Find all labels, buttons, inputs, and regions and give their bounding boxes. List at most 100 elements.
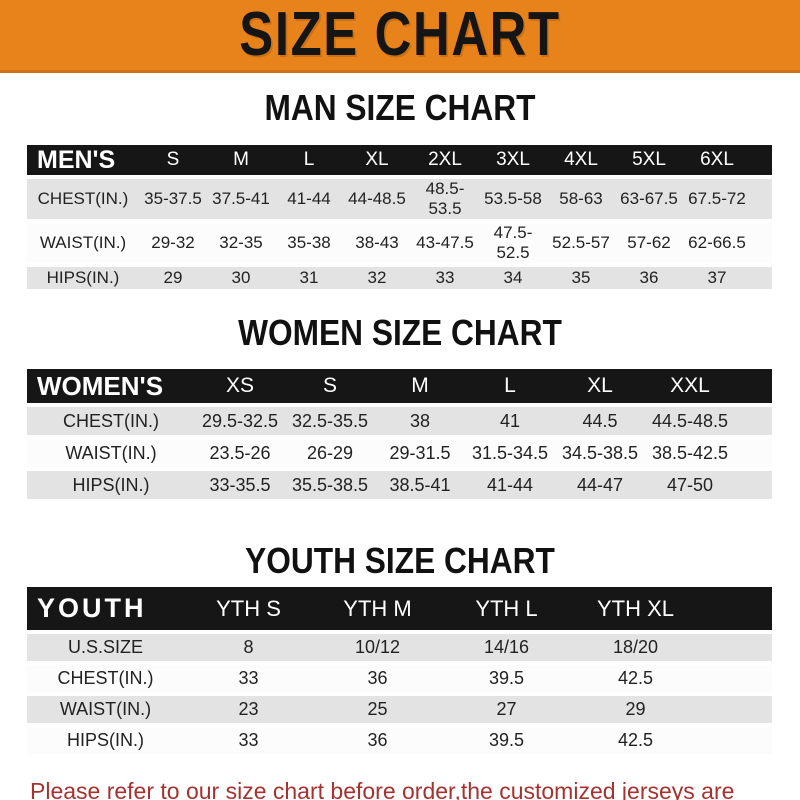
row-label: WAIST(IN.) [39,233,127,252]
cell: 35-37.5 [144,189,202,208]
cell: 41-44 [287,189,331,208]
column-header: S [285,369,375,403]
column-header: 5XL [615,145,683,175]
cell: 33 [435,268,455,287]
men-size-section: MAN SIZE CHART MEN'S S M L XL 2XL 3XL 4XL 5XL 6XL… [0,88,800,293]
cell: 32-35 [219,233,263,252]
spacer-cell [735,439,772,467]
spacer-cell [751,223,772,263]
table-body: CHEST(IN.) 29.5-32.5 32.5-35.5 38 41 44.5 44.5… [27,407,772,499]
table-row: WAIST(IN.) 23 25 27 29 [27,696,772,723]
table-row: U.S.SIZE 8 10/12 14/16 18/20 [27,634,772,661]
cell: 35-38 [287,233,331,252]
table-header: YOUTH YTH S YTH M YTH L YTH XL [27,587,772,630]
table-body: CHEST(IN.) 35-37.5 37.5-41 41-44 44-48.5 48.5… [27,179,772,289]
table-row: CHEST(IN.) 29.5-32.5 32.5-35.5 38 41 44.5 44.5… [27,407,772,435]
cell: 29 [163,268,183,287]
spacer-cell [700,696,772,723]
cell: 34.5-38.5 [561,442,639,463]
women-section-heading-text: WOMEN SIZE CHART [238,312,562,353]
order-note-line-1: Please refer to our size chart before or… [30,778,735,800]
column-header: XL [343,145,411,175]
cell: 8 [243,637,254,657]
cell: 38.5-42.5 [651,442,729,463]
column-header: 2XL [411,145,479,175]
men-section-heading-text: MAN SIZE CHART [264,87,536,128]
cell: 34 [503,268,523,287]
cell: 53.5-58 [484,189,542,208]
column-header: 6XL [683,145,751,175]
spacer-cell [751,179,772,219]
cell: 23 [238,699,259,719]
cell: 36 [367,668,388,688]
spacer-cell [735,471,772,499]
row-label: WAIST(IN.) [59,699,152,719]
spacer-cell [735,407,772,435]
table-row: HIPS(IN.) 33-35.5 35.5-38.5 38.5-41 41-44 44-… [27,471,772,499]
cell: 38 [409,410,431,431]
cell: 29-31.5 [389,442,451,463]
cell: 10/12 [354,637,401,657]
table-row: CHEST(IN.) 35-37.5 37.5-41 41-44 44-48.5 48.5… [27,179,772,219]
cell: 14/16 [483,637,530,657]
cell: 41 [499,410,521,431]
cell: 58-63 [559,189,603,208]
spacer-cell [700,587,772,630]
cell: 31 [299,268,319,287]
header-row: MEN'S S M L XL 2XL 3XL 4XL 5XL 6XL [27,145,772,175]
cell: 42.5 [617,668,654,688]
cell: 30 [231,268,251,287]
cell: 18/20 [612,637,659,657]
cell: 44.5-48.5 [651,410,729,431]
row-label: CHEST(IN.) [63,410,159,431]
row-label: CHEST(IN.) [37,189,129,208]
youth-size-section: YOUTH SIZE CHART YOUTH YTH S YTH M YTH L YTH… [0,541,800,758]
table-row: HIPS(IN.) 33 36 39.5 42.5 [27,727,772,754]
cell: 32.5-35.5 [291,410,369,431]
cell: 36 [367,730,388,750]
row-label: U.S.SIZE [67,637,143,657]
cell: 25 [367,699,388,719]
spacer-cell [735,369,772,403]
cell: 33-35.5 [209,474,271,495]
banner-title: SIZE CHART [239,0,561,69]
table-row: WAIST(IN.) 23.5-26 26-29 29-31.5 31.5-34.5 34… [27,439,772,467]
cell: 36 [639,268,659,287]
column-header: YTH XL [571,587,700,630]
cell: 26-29 [306,442,354,463]
cell: 23.5-26 [209,442,271,463]
cell: 39.5 [488,730,525,750]
spacer-cell [751,145,772,175]
youth-size-table: YOUTH YTH S YTH M YTH L YTH XL U.S.SIZE 8 10/12… [27,583,772,758]
table-body: U.S.SIZE 8 10/12 14/16 18/20 CHEST(IN.) 33 36 39… [27,634,772,754]
column-header: XL [555,369,645,403]
spacer-cell [700,634,772,661]
header-row: YOUTH YTH S YTH M YTH L YTH XL [27,587,772,630]
women-size-section: WOMEN SIZE CHART WOMEN'S XS S M L XL XXL CHEST(… [0,313,800,503]
cell: 57-62 [627,233,671,252]
column-header: YTH S [184,587,313,630]
column-header: XXL [645,369,735,403]
cell: 29 [625,699,646,719]
cell: 29.5-32.5 [201,410,279,431]
cell: 35.5-38.5 [291,474,369,495]
table-title: YOUTH [27,587,184,630]
women-size-table: WOMEN'S XS S M L XL XXL CHEST(IN.) 29.5-32.5 32.5… [27,365,772,503]
table-title: MEN'S [27,145,139,175]
spacer-cell [700,665,772,692]
table-header: WOMEN'S XS S M L XL XXL [27,369,772,403]
cell: 33 [238,668,259,688]
cell: 33 [238,730,259,750]
women-section-heading: WOMEN SIZE CHART [0,313,800,353]
table-row: HIPS(IN.) 29 30 31 32 33 34 35 36 37 [27,267,772,289]
table-title: WOMEN'S [27,369,195,403]
cell: 63-67.5 [620,189,678,208]
cell: 31.5-34.5 [471,442,549,463]
men-size-table: MEN'S S M L XL 2XL 3XL 4XL 5XL 6XL CHEST(IN.) 35-37… [27,141,772,293]
column-header: YTH L [442,587,571,630]
cell: 38.5-41 [389,474,451,495]
size-chart-banner: SIZE CHART [0,0,800,73]
column-header: M [207,145,275,175]
table-header: MEN'S S M L XL 2XL 3XL 4XL 5XL 6XL [27,145,772,175]
cell: 29-32 [151,233,195,252]
